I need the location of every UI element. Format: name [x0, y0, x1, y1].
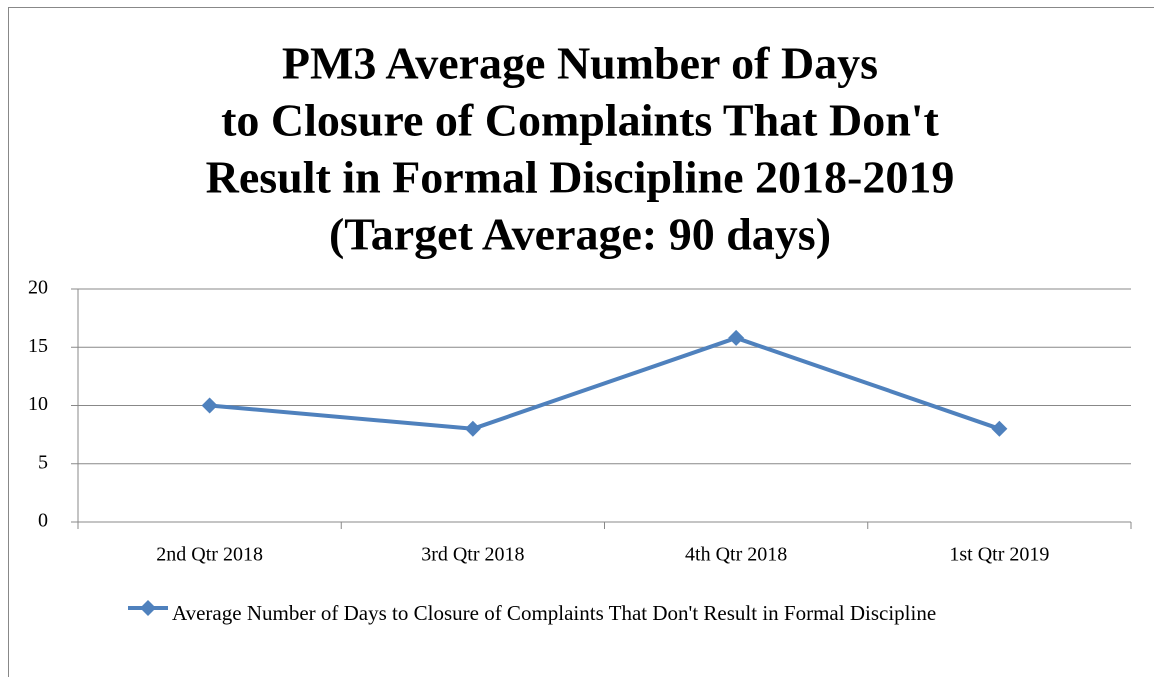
y-tick-label: 10 [28, 393, 48, 415]
data-point [201, 397, 218, 414]
x-tick-label: 2nd Qtr 2018 [156, 544, 263, 566]
x-tick-label: 3rd Qtr 2018 [421, 544, 524, 566]
x-tick-label: 4th Qtr 2018 [685, 544, 787, 566]
chart-frame [8, 7, 1154, 677]
chart-title-line: PM3 Average Number of Days [282, 38, 878, 89]
chart-title-line: to Closure of Complaints That Don't [221, 95, 939, 146]
legend-marker [140, 600, 156, 616]
data-point [728, 329, 745, 346]
legend-label: Average Number of Days to Closure of Com… [172, 601, 937, 625]
x-tick-label: 1st Qtr 2019 [949, 544, 1049, 566]
data-point [991, 420, 1008, 437]
series-line [209, 335, 1001, 431]
chart-title: PM3 Average Number of Days to Closure of … [206, 38, 955, 260]
chart-title-line: Result in Formal Discipline 2018-2019 [206, 152, 955, 203]
y-tick-label: 15 [28, 335, 48, 357]
chart-title-line: (Target Average: 90 days) [329, 209, 831, 260]
y-tick-label: 20 [28, 277, 48, 299]
data-point [464, 420, 481, 437]
y-tick-label: 5 [38, 451, 48, 473]
y-tick-label: 0 [38, 510, 48, 532]
